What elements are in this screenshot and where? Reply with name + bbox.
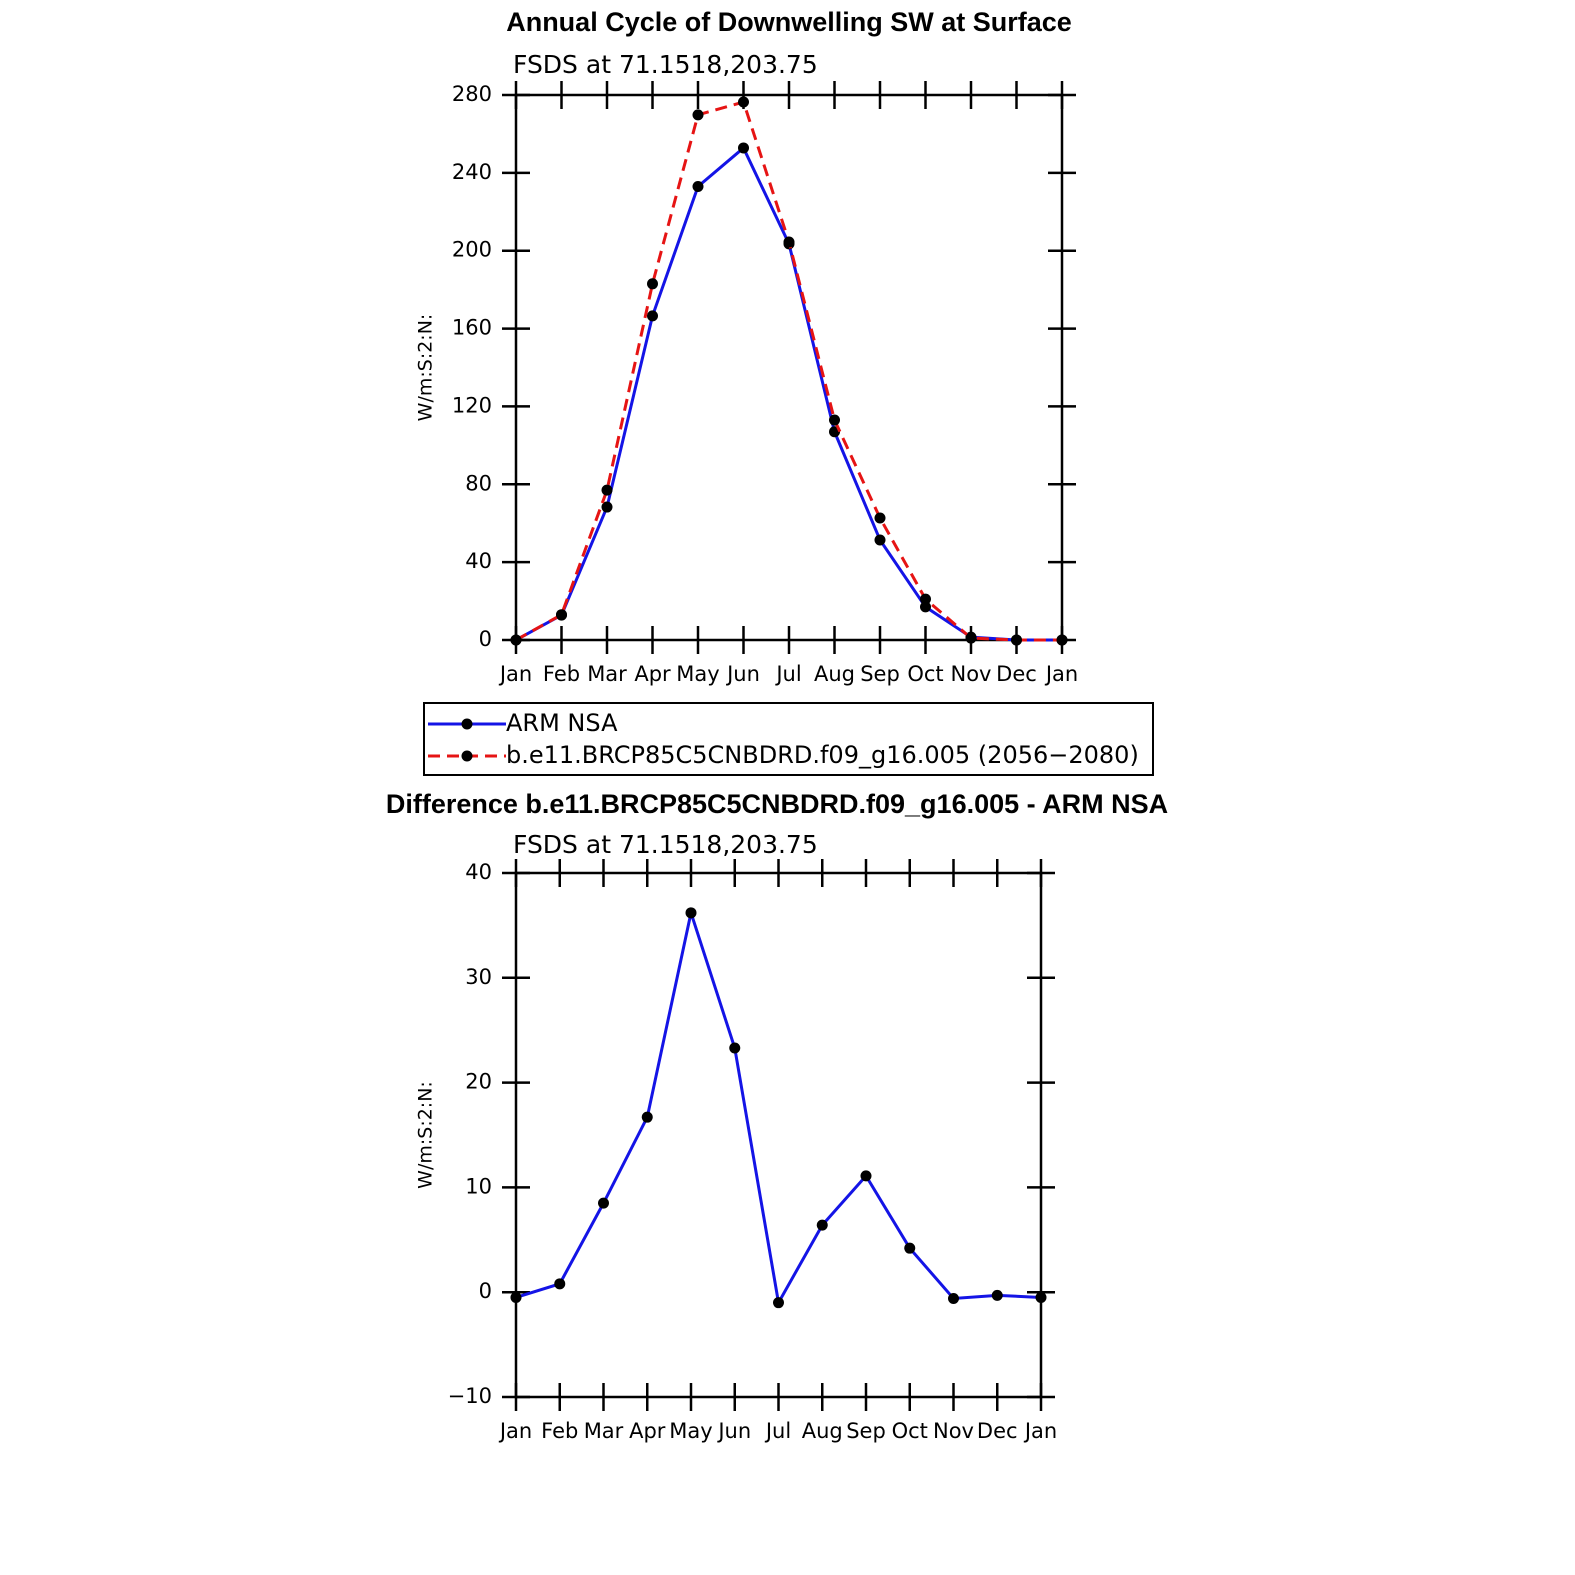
- y-tick-label: 40: [465, 860, 492, 884]
- x-tick-label: Jan: [1023, 1419, 1057, 1443]
- series-line: [515, 145, 1062, 642]
- data-point: [510, 1291, 522, 1303]
- chart-subtitle: FSDS at 71.1518,203.75: [513, 50, 818, 79]
- x-tick-label: Jul: [764, 1419, 791, 1443]
- x-tick-label: Mar: [587, 662, 627, 686]
- x-tick-label: Apr: [634, 662, 671, 686]
- data-point: [874, 512, 886, 524]
- data-point: [948, 1292, 959, 1304]
- data-point: [904, 1242, 916, 1254]
- y-tick-label: 20: [465, 1070, 492, 1094]
- x-tick-label: Aug: [802, 1419, 843, 1443]
- x-tick-label: Jun: [725, 662, 760, 686]
- data-point: [641, 1111, 653, 1123]
- x-tick-label: Mar: [584, 1419, 624, 1443]
- legend-label: b.e11.BRCP85C5CNBDRD.f09_g16.005 (2056−2…: [506, 741, 1139, 769]
- data-point: [1056, 634, 1068, 646]
- data-point: [991, 1289, 1003, 1301]
- data-point: [783, 236, 795, 248]
- legend-box: [423, 702, 1154, 776]
- chart-title: Difference b.e11.BRCP85C5CNBDRD.f09_g16.…: [386, 789, 1168, 819]
- data-point: [647, 310, 658, 322]
- series-line: [515, 100, 1062, 642]
- y-tick-label: 120: [452, 393, 492, 417]
- y-tick-label: 160: [452, 316, 492, 340]
- x-tick-label: Oct: [907, 662, 943, 686]
- data-point: [920, 593, 931, 605]
- legend-marker: [461, 750, 473, 762]
- chart-subtitle: FSDS at 71.1518,203.75: [513, 830, 818, 859]
- y-tick-label: 30: [465, 965, 492, 989]
- data-point: [556, 609, 567, 621]
- y-tick-label: 240: [452, 160, 492, 184]
- data-point: [601, 484, 613, 496]
- x-tick-label: Sep: [846, 1419, 886, 1443]
- x-tick-label: Feb: [543, 662, 580, 686]
- chart-title: Annual Cycle of Downwelling SW at Surfac…: [506, 7, 1072, 37]
- y-tick-label: 80: [465, 471, 492, 495]
- x-tick-label: Dec: [977, 1419, 1018, 1443]
- y-axis-label: W/m:S:2:N:: [415, 314, 437, 422]
- data-point: [874, 534, 886, 546]
- y-tick-label: 10: [465, 1174, 492, 1198]
- y-tick-label: 280: [452, 82, 492, 106]
- data-point: [738, 96, 749, 108]
- data-point: [729, 1042, 741, 1054]
- data-point: [685, 907, 697, 919]
- x-tick-label: Aug: [814, 662, 855, 686]
- data-point: [920, 601, 931, 613]
- series-line: [515, 907, 1042, 1308]
- data-point: [816, 1219, 828, 1231]
- data-point: [510, 634, 522, 646]
- data-point: [965, 632, 977, 644]
- x-tick-label: Jul: [774, 662, 801, 686]
- x-tick-label: Nov: [951, 662, 992, 686]
- x-tick-label: Dec: [996, 662, 1037, 686]
- data-point: [647, 278, 658, 290]
- y-axis-label: W/m:S:2:N:: [415, 1081, 437, 1189]
- plot-frame: [514, 871, 1043, 1399]
- x-tick-label: Jan: [1044, 662, 1078, 686]
- y-tick-label: 0: [479, 1279, 492, 1303]
- data-point: [773, 1297, 784, 1309]
- data-point: [601, 501, 613, 513]
- x-tick-label: Jun: [716, 1419, 751, 1443]
- x-tick-label: May: [669, 1419, 712, 1443]
- data-point: [860, 1170, 872, 1182]
- x-tick-label: Jan: [498, 662, 532, 686]
- data-point: [738, 142, 749, 154]
- y-tick-label: 40: [465, 549, 492, 573]
- plot-frame: [514, 93, 1064, 642]
- data-point: [1035, 1291, 1047, 1303]
- x-tick-label: Feb: [541, 1419, 578, 1443]
- y-tick-label: 0: [479, 627, 492, 651]
- x-tick-label: Jan: [498, 1419, 532, 1443]
- data-point: [829, 414, 840, 426]
- data-point: [554, 1278, 566, 1290]
- y-tick-label: −10: [448, 1384, 492, 1408]
- x-tick-label: Nov: [933, 1419, 974, 1443]
- x-tick-label: Sep: [860, 662, 900, 686]
- legend-label: ARM NSA: [506, 709, 618, 737]
- x-tick-label: Oct: [892, 1419, 928, 1443]
- data-point: [598, 1197, 609, 1209]
- data-point: [692, 180, 704, 192]
- x-tick-label: Apr: [629, 1419, 666, 1443]
- data-point: [692, 109, 704, 121]
- y-tick-label: 200: [452, 238, 492, 262]
- x-tick-label: May: [676, 662, 719, 686]
- data-point: [1011, 634, 1022, 646]
- legend-marker: [461, 718, 473, 730]
